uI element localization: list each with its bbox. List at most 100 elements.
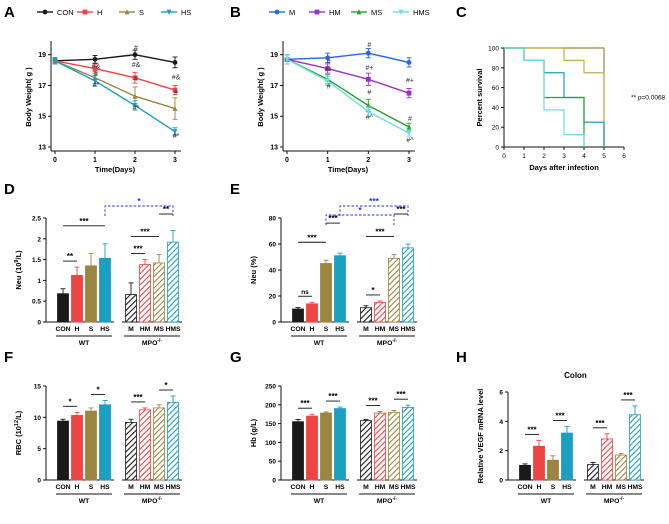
- significance-label-f: *: [96, 385, 100, 394]
- category-label-h-d: H: [75, 326, 80, 333]
- y-axis-label-h: Relative VEGF mRNA level: [476, 389, 485, 484]
- data-point-ms-b: [406, 124, 412, 130]
- y-tick-label-e: 0: [272, 320, 276, 327]
- significance-label-e: ***: [307, 233, 317, 242]
- significance-mark-a: #&: [92, 64, 101, 71]
- significance-mark-a: #: [174, 90, 178, 97]
- bar-hms-h: [629, 414, 641, 481]
- category-label-m-d: M: [128, 326, 134, 333]
- data-point-hs-a: [132, 103, 138, 109]
- category-label-hm-e: HM: [375, 326, 386, 333]
- significance-label-d: ***: [133, 245, 143, 254]
- bar-hm-d: [139, 264, 151, 323]
- category-label-h-e: H: [310, 326, 315, 333]
- significance-mark-a: #: [134, 76, 138, 83]
- x-tick-label-c: 2: [542, 153, 546, 160]
- data-point-con-a: [132, 52, 138, 58]
- data-point-hms-b: [365, 109, 371, 115]
- significance-label-d: ***: [140, 228, 150, 237]
- data-point-m-b: [325, 55, 331, 61]
- bar-h-e: [306, 303, 318, 323]
- category-label-ms-h: MS: [616, 484, 627, 491]
- bar-m-d: [125, 294, 137, 323]
- panel-letter-d: D: [4, 181, 15, 198]
- significance-mark-a: #*: [93, 82, 100, 89]
- category-label-hm-f: HM: [140, 484, 151, 491]
- x-tick-label-b: 2: [366, 157, 370, 164]
- significance-label-f: *: [68, 397, 72, 406]
- survival-curve-gold: [504, 47, 605, 147]
- legend-marker-con-a: [42, 9, 48, 15]
- panel-letter-f: F: [4, 349, 13, 366]
- y-tick-label-c: 80: [492, 65, 500, 72]
- bar-con-f: [57, 420, 69, 481]
- legend-label-hm-b: HM: [329, 8, 341, 17]
- x-tick-label-a: 2: [133, 157, 137, 164]
- dashed-bracket-e: [325, 214, 395, 225]
- legend-marker-ms-b: [356, 9, 362, 15]
- legend-marker-h-a: [82, 9, 88, 15]
- significance-label-d: ***: [79, 217, 89, 226]
- significance-label-g: ***: [300, 399, 310, 408]
- series-line-hm-b: [286, 58, 410, 94]
- legend-marker-s-a: [124, 9, 130, 15]
- category-label-m-g: M: [363, 484, 369, 491]
- significance-mark-a: #&: [172, 74, 181, 81]
- y-tick-label-d: 1: [37, 278, 41, 285]
- data-point-m-b: [365, 50, 371, 56]
- x-tick-label-c: 4: [582, 153, 586, 160]
- data-point-hm-b: [325, 66, 331, 71]
- category-label-s-g: S: [324, 484, 329, 491]
- significance-label-g: ***: [368, 397, 378, 406]
- group-label-mpo-f: MPO-/-: [142, 496, 163, 505]
- series-line-m-b: [286, 52, 410, 64]
- category-label-m-f: M: [128, 484, 134, 491]
- y-tick-label-h: 0: [499, 478, 503, 485]
- bar-hs-h: [561, 432, 573, 481]
- significance-mark-b: #+: [406, 77, 414, 84]
- legend-label-m-b: M: [289, 8, 295, 17]
- bar-s-d: [85, 265, 97, 323]
- bar-hms-g: [402, 407, 414, 481]
- category-label-ms-f: MS: [154, 484, 165, 491]
- y-tick-label-d: 2: [37, 236, 41, 243]
- significance-mark-a: #: [94, 71, 98, 78]
- data-point-hms-b: [284, 56, 290, 63]
- x-tick-label-a: 3: [173, 157, 177, 164]
- data-point-s-a: [172, 105, 178, 111]
- y-tick-label-h: 6: [499, 390, 503, 397]
- x-axis-label-c: Days after infection: [529, 163, 599, 172]
- y-tick-label-b: 17: [270, 83, 278, 90]
- data-point-con-a: [172, 59, 178, 65]
- legend-marker-hms-b: [398, 9, 404, 15]
- y-tick-label-e: 20: [269, 294, 277, 301]
- significance-label-e: ***: [396, 205, 406, 214]
- data-point-con-a: [92, 56, 98, 62]
- category-label-h-h: H: [537, 484, 542, 491]
- y-tick-label-b: 19: [270, 52, 278, 59]
- category-label-m-e: M: [363, 326, 369, 333]
- y-tick-label-b: 13: [270, 145, 278, 152]
- bar-hs-d: [99, 257, 111, 323]
- significance-mark-b: #: [327, 59, 331, 66]
- bar-hs-e: [334, 255, 346, 323]
- significance-mark-b: #^: [406, 137, 414, 144]
- y-tick-label-c: 100: [488, 46, 499, 53]
- dashed-significance-label-e: ***: [369, 196, 380, 206]
- group-label-mpo-e: MPO-/-: [377, 338, 398, 347]
- legend-marker-m-b: [274, 9, 280, 15]
- legend-label-h-a: H: [97, 8, 102, 17]
- category-label-hm-h: HM: [602, 484, 613, 491]
- category-label-hs-h: HS: [562, 484, 572, 491]
- panel-letter-a: A: [4, 4, 15, 21]
- significance-mark-b: #+: [325, 67, 333, 74]
- category-label-h-g: H: [310, 484, 315, 491]
- series-line-s-a: [54, 60, 176, 110]
- group-label-wt-d: WT: [79, 340, 90, 347]
- significance-mark-b: #: [408, 116, 412, 123]
- x-axis-label-b: Time(Days): [328, 165, 369, 174]
- x-tick-label-b: 3: [407, 157, 411, 164]
